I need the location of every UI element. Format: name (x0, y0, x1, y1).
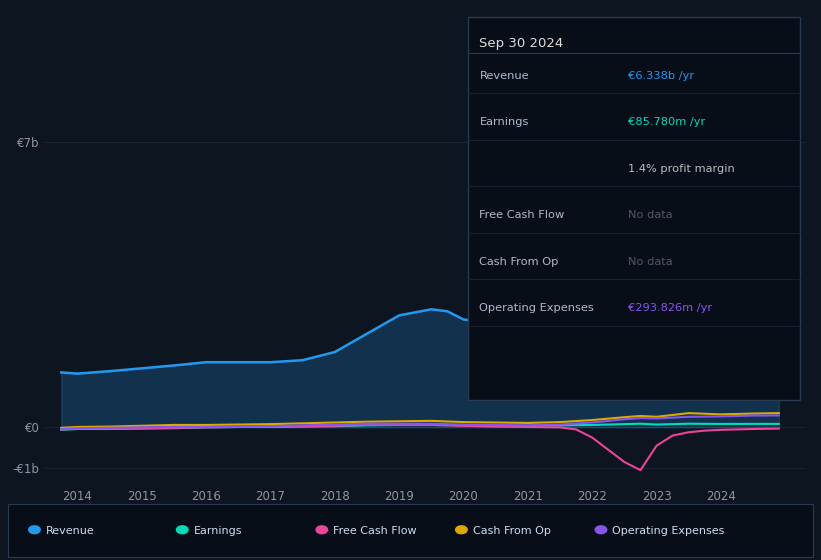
Text: No data: No data (628, 210, 672, 220)
Text: Operating Expenses: Operating Expenses (612, 526, 725, 536)
Text: Revenue: Revenue (46, 526, 94, 536)
Text: Cash From Op: Cash From Op (473, 526, 551, 536)
Text: €85.780m /yr: €85.780m /yr (628, 117, 705, 127)
Text: Free Cash Flow: Free Cash Flow (333, 526, 417, 536)
Text: €6.338b /yr: €6.338b /yr (628, 71, 695, 81)
Text: Earnings: Earnings (194, 526, 242, 536)
Text: Sep 30 2024: Sep 30 2024 (479, 37, 564, 50)
Text: Free Cash Flow: Free Cash Flow (479, 210, 565, 220)
Text: €293.826m /yr: €293.826m /yr (628, 303, 712, 313)
Text: Revenue: Revenue (479, 71, 529, 81)
Text: 1.4% profit margin: 1.4% profit margin (628, 164, 735, 174)
Text: Cash From Op: Cash From Op (479, 256, 559, 267)
Text: Earnings: Earnings (479, 117, 529, 127)
Text: Operating Expenses: Operating Expenses (479, 303, 594, 313)
Text: No data: No data (628, 256, 672, 267)
